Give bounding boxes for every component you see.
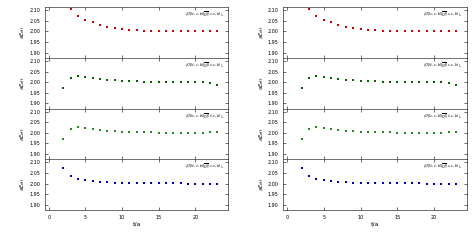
Text: $\langle O|(\bar{c},\bar{c},b)|\overline{O}|(c,c,b)\rangle_1$: $\langle O|(\bar{c},\bar{c},b)|\overline… — [423, 163, 463, 171]
Text: $\langle O|(c,c,b)|\overline{O}|(\bar{c},c,b)\rangle_1$: $\langle O|(c,c,b)|\overline{O}|(\bar{c}… — [185, 112, 225, 121]
X-axis label: t/a: t/a — [371, 221, 379, 226]
Text: $\langle O|(\bar{c},c,b)|\overline{O}|(c,c,b)\rangle_1$: $\langle O|(\bar{c},c,b)|\overline{O}|(c… — [185, 61, 225, 70]
Y-axis label: $aE_{\rm eff}$: $aE_{\rm eff}$ — [18, 178, 27, 191]
Text: $\langle O|(c,c,b)|\overline{O}|(c,c,b)\rangle_1$: $\langle O|(c,c,b)|\overline{O}|(c,c,b)\… — [185, 11, 225, 19]
Y-axis label: $aE_{\rm eff}$: $aE_{\rm eff}$ — [257, 26, 265, 39]
Y-axis label: $aE_{\rm eff}$: $aE_{\rm eff}$ — [257, 127, 265, 141]
Text: $\langle O|(\bar{c},c,b)|\overline{O}|(c,c,b)\rangle_1$: $\langle O|(\bar{c},c,b)|\overline{O}|(c… — [423, 61, 463, 70]
Y-axis label: $aE_{\rm eff}$: $aE_{\rm eff}$ — [257, 178, 265, 191]
X-axis label: t/a: t/a — [133, 221, 141, 226]
Text: $\langle O|(c,c,b)|\overline{O}|(c,c,b)\rangle_1$: $\langle O|(c,c,b)|\overline{O}|(c,c,b)\… — [423, 11, 463, 19]
Y-axis label: $aE_{\rm eff}$: $aE_{\rm eff}$ — [18, 26, 27, 39]
Text: $\langle O|(c,c,b)|\overline{O}|(\bar{c},c,b)\rangle_1$: $\langle O|(c,c,b)|\overline{O}|(\bar{c}… — [423, 112, 463, 121]
Y-axis label: $aE_{\rm eff}$: $aE_{\rm eff}$ — [257, 76, 265, 90]
Y-axis label: $aE_{\rm eff}$: $aE_{\rm eff}$ — [18, 127, 27, 141]
Text: $\langle O|(\bar{c},\bar{c},b)|\overline{O}|(c,c,b)\rangle_1$: $\langle O|(\bar{c},\bar{c},b)|\overline… — [185, 163, 225, 171]
Y-axis label: $aE_{\rm eff}$: $aE_{\rm eff}$ — [18, 76, 27, 90]
